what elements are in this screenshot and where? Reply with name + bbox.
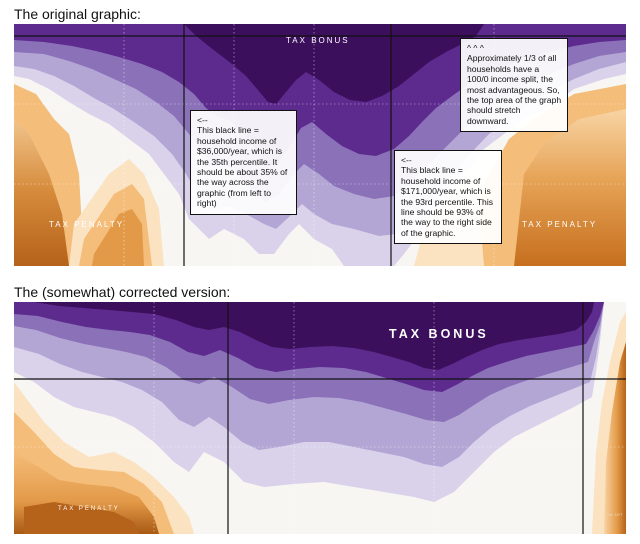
bonus-band: [34, 302, 594, 370]
original-heading: The original graphic:: [14, 6, 141, 22]
corner-credit: Viz: NYT: [607, 512, 623, 517]
bonus-band: [184, 24, 484, 104]
penalty-band: [92, 209, 144, 266]
heatmap-gridlines: [14, 302, 626, 534]
tax-bonus-label: TAX BONUS: [389, 327, 489, 341]
corrected-heading: The (somewhat) corrected version:: [14, 284, 231, 300]
annotation-left-line: <-- This black line = household income o…: [190, 110, 297, 215]
penalty-band: [514, 109, 626, 266]
penalty-band: [14, 119, 69, 266]
tax-penalty-label-right: TAX PENALTY: [522, 220, 598, 229]
tax-penalty-label: TAX PENALTY: [58, 506, 120, 512]
annotation-text: <-- This black line = household income o…: [401, 155, 494, 238]
penalty-band: [24, 502, 139, 534]
tax-bonus-label: TAX BONUS: [286, 36, 350, 45]
penalty-band: [604, 342, 626, 534]
corrected-heatmap: [14, 302, 626, 534]
annotation-text: ^ ^ ^ Approximately 1/3 of all household…: [467, 43, 562, 126]
annotation-right-line: <-- This black line = household income o…: [394, 150, 502, 245]
annotation-top-area: ^ ^ ^ Approximately 1/3 of all household…: [460, 38, 568, 133]
annotation-text: <-- This black line = household income o…: [197, 115, 288, 209]
tax-penalty-label-left: TAX PENALTY: [49, 220, 125, 229]
